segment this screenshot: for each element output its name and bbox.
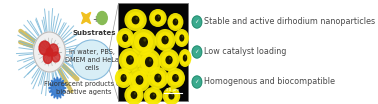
Ellipse shape bbox=[124, 85, 144, 104]
Ellipse shape bbox=[163, 87, 180, 104]
Ellipse shape bbox=[119, 48, 141, 72]
Ellipse shape bbox=[179, 34, 184, 42]
Ellipse shape bbox=[134, 92, 136, 95]
Ellipse shape bbox=[150, 92, 156, 100]
Ellipse shape bbox=[155, 29, 175, 51]
Ellipse shape bbox=[175, 29, 189, 47]
Ellipse shape bbox=[121, 74, 127, 82]
Ellipse shape bbox=[146, 89, 160, 103]
Ellipse shape bbox=[150, 70, 166, 86]
Ellipse shape bbox=[136, 75, 144, 85]
Ellipse shape bbox=[172, 74, 179, 82]
Ellipse shape bbox=[149, 9, 167, 27]
Ellipse shape bbox=[182, 36, 183, 38]
Ellipse shape bbox=[115, 68, 132, 88]
Ellipse shape bbox=[168, 92, 175, 100]
Ellipse shape bbox=[167, 13, 183, 31]
Ellipse shape bbox=[183, 54, 187, 62]
Circle shape bbox=[39, 41, 50, 55]
Circle shape bbox=[43, 53, 52, 64]
Ellipse shape bbox=[157, 32, 173, 48]
Ellipse shape bbox=[119, 30, 132, 46]
Ellipse shape bbox=[117, 71, 130, 85]
Ellipse shape bbox=[155, 14, 161, 22]
Circle shape bbox=[192, 46, 202, 58]
Text: 20 μm: 20 μm bbox=[166, 87, 180, 92]
Polygon shape bbox=[82, 12, 91, 24]
Ellipse shape bbox=[122, 51, 138, 69]
Ellipse shape bbox=[158, 15, 160, 18]
Ellipse shape bbox=[122, 34, 128, 42]
Ellipse shape bbox=[165, 89, 178, 103]
Ellipse shape bbox=[116, 28, 134, 48]
Text: +: + bbox=[92, 14, 98, 24]
Circle shape bbox=[49, 44, 58, 56]
Ellipse shape bbox=[127, 87, 141, 103]
Ellipse shape bbox=[171, 93, 173, 96]
Ellipse shape bbox=[72, 40, 112, 80]
Ellipse shape bbox=[145, 57, 153, 67]
Ellipse shape bbox=[153, 93, 155, 96]
Ellipse shape bbox=[144, 87, 163, 104]
Circle shape bbox=[52, 52, 60, 62]
Ellipse shape bbox=[175, 20, 177, 22]
Circle shape bbox=[192, 16, 202, 28]
Ellipse shape bbox=[143, 38, 146, 42]
Text: ✓: ✓ bbox=[195, 20, 199, 25]
Text: ✓: ✓ bbox=[195, 79, 199, 84]
Polygon shape bbox=[49, 77, 66, 99]
Ellipse shape bbox=[131, 71, 148, 89]
Text: In water, PBS,
DMEM and HeLa
cells: In water, PBS, DMEM and HeLa cells bbox=[65, 49, 119, 71]
Ellipse shape bbox=[135, 17, 138, 20]
Circle shape bbox=[97, 12, 107, 25]
Ellipse shape bbox=[124, 75, 125, 78]
Ellipse shape bbox=[129, 68, 151, 92]
Ellipse shape bbox=[139, 77, 142, 80]
Ellipse shape bbox=[147, 67, 168, 89]
Ellipse shape bbox=[139, 37, 148, 47]
Ellipse shape bbox=[175, 75, 177, 78]
Circle shape bbox=[34, 32, 65, 72]
Text: Fluorescent products or
bioactive agents: Fluorescent products or bioactive agents bbox=[44, 81, 123, 95]
Ellipse shape bbox=[185, 56, 186, 58]
Ellipse shape bbox=[159, 49, 180, 71]
Text: ✓: ✓ bbox=[195, 50, 199, 54]
Ellipse shape bbox=[154, 74, 161, 82]
Ellipse shape bbox=[169, 57, 171, 60]
Text: Homogenous and biocompatible: Homogenous and biocompatible bbox=[204, 77, 335, 87]
Ellipse shape bbox=[168, 71, 183, 85]
Ellipse shape bbox=[177, 31, 187, 45]
Ellipse shape bbox=[151, 11, 164, 25]
Ellipse shape bbox=[158, 75, 160, 78]
Circle shape bbox=[192, 76, 202, 88]
Ellipse shape bbox=[125, 35, 127, 38]
Ellipse shape bbox=[127, 12, 144, 28]
Ellipse shape bbox=[166, 68, 185, 88]
FancyBboxPatch shape bbox=[118, 3, 188, 101]
Ellipse shape bbox=[130, 57, 132, 60]
Circle shape bbox=[46, 48, 53, 56]
Text: Low catalyst loading: Low catalyst loading bbox=[204, 48, 287, 56]
Ellipse shape bbox=[180, 51, 190, 65]
Ellipse shape bbox=[137, 49, 161, 75]
Ellipse shape bbox=[124, 9, 147, 31]
Ellipse shape bbox=[165, 37, 167, 40]
Ellipse shape bbox=[126, 55, 134, 65]
Ellipse shape bbox=[132, 16, 139, 24]
Ellipse shape bbox=[161, 36, 169, 44]
Ellipse shape bbox=[179, 49, 191, 67]
Text: Stable and active dirhodium nanoparticles: Stable and active dirhodium nanoparticle… bbox=[204, 17, 375, 27]
Ellipse shape bbox=[166, 56, 173, 64]
Ellipse shape bbox=[134, 32, 153, 52]
Text: Substrates: Substrates bbox=[72, 30, 116, 36]
Ellipse shape bbox=[140, 52, 158, 72]
Ellipse shape bbox=[161, 52, 177, 68]
Ellipse shape bbox=[169, 15, 181, 29]
Ellipse shape bbox=[131, 29, 156, 55]
Ellipse shape bbox=[173, 18, 178, 26]
Ellipse shape bbox=[131, 91, 137, 99]
Ellipse shape bbox=[149, 58, 152, 62]
